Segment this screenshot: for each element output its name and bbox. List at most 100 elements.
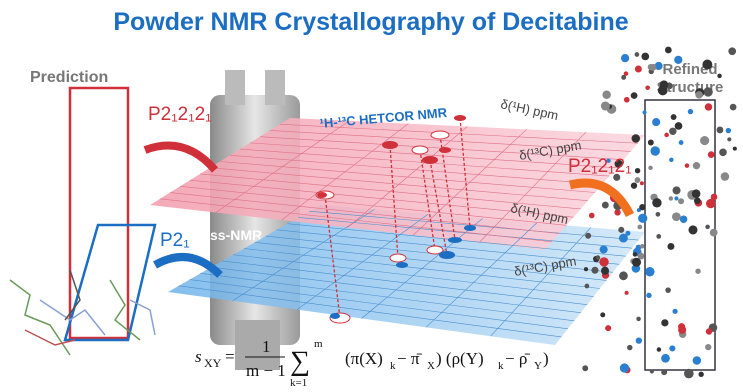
decor <box>679 140 684 145</box>
formula: ) <box>543 349 549 368</box>
decor <box>726 128 731 133</box>
decor <box>635 177 641 183</box>
decor <box>640 244 645 249</box>
decor <box>619 271 628 280</box>
decor <box>584 267 588 271</box>
decor <box>664 133 669 138</box>
decor <box>601 267 609 275</box>
decor <box>639 204 645 210</box>
decor <box>661 319 668 326</box>
formula: (π(X) <box>345 349 383 368</box>
decor <box>727 137 731 141</box>
formula: ) (ρ(Y) <box>436 349 484 368</box>
formula: s <box>195 347 202 366</box>
decor <box>667 243 674 250</box>
decor <box>693 356 701 364</box>
formula: k=1 <box>290 377 307 389</box>
decor <box>602 202 609 209</box>
formula: = <box>225 347 235 366</box>
decor <box>695 91 703 99</box>
decor <box>620 363 629 372</box>
decor <box>648 140 654 146</box>
decor <box>684 369 694 379</box>
formula: XY <box>204 356 222 370</box>
decor <box>637 225 642 230</box>
decor <box>633 252 638 257</box>
formula: − ρ̄ <box>505 349 530 368</box>
decor <box>624 97 630 103</box>
decor <box>703 87 712 96</box>
decor <box>669 158 673 162</box>
decor <box>700 136 709 145</box>
formula: m − 1 <box>246 361 286 380</box>
decor <box>631 182 637 188</box>
decor <box>698 372 703 377</box>
decor <box>631 92 638 99</box>
label: Prediction <box>30 69 108 86</box>
decor <box>636 337 642 343</box>
arrow <box>145 146 215 171</box>
decor <box>728 47 736 55</box>
decor <box>652 198 661 207</box>
formula: k <box>390 360 396 372</box>
decor <box>589 213 595 219</box>
decor <box>674 56 682 64</box>
decor <box>600 245 608 253</box>
decor <box>596 255 601 260</box>
decor <box>706 199 715 208</box>
formula: Y <box>534 360 542 372</box>
label: P2₁2₁2₁ <box>568 156 632 177</box>
decor <box>652 118 660 126</box>
decor <box>648 64 654 70</box>
decor <box>621 54 629 62</box>
decor <box>600 312 605 317</box>
decor <box>635 52 640 57</box>
decor <box>702 59 712 69</box>
decor <box>601 101 610 110</box>
decor <box>619 234 628 243</box>
decor <box>648 166 652 170</box>
decor <box>717 74 721 78</box>
decor <box>665 287 671 293</box>
decor <box>669 196 673 200</box>
decor <box>671 114 677 120</box>
decor <box>685 163 690 168</box>
decor <box>672 309 677 314</box>
decor <box>688 109 693 114</box>
formula: X <box>427 360 435 372</box>
decor <box>656 234 661 239</box>
decor <box>650 146 659 155</box>
decor <box>669 128 676 135</box>
decor <box>719 149 727 157</box>
decor <box>688 225 697 234</box>
decor <box>673 186 681 194</box>
decor <box>618 227 624 233</box>
cell-blue <box>65 225 155 340</box>
decor <box>721 172 730 181</box>
decor <box>645 85 650 90</box>
decor <box>632 258 641 267</box>
decor <box>645 267 654 276</box>
decor <box>678 198 684 204</box>
decor <box>693 162 700 169</box>
label: ss-NMR <box>210 227 262 243</box>
decor <box>733 147 737 151</box>
axis-label: δ(¹H) ppm <box>499 96 559 123</box>
decor <box>695 269 700 274</box>
decor <box>674 196 678 200</box>
decor <box>591 267 598 274</box>
label: P2₁2₁2₁ <box>148 104 212 125</box>
title: Powder NMR Crystallography of Decitabine <box>113 8 628 36</box>
decor <box>675 122 683 130</box>
decor <box>730 104 737 111</box>
decor <box>650 369 654 373</box>
decor <box>717 127 724 134</box>
formula: k <box>498 360 504 372</box>
decor <box>705 103 712 110</box>
decor <box>599 257 608 266</box>
decor <box>625 291 629 295</box>
decor <box>642 110 646 114</box>
decor <box>657 347 662 352</box>
decor <box>672 212 681 221</box>
decor <box>678 326 686 334</box>
